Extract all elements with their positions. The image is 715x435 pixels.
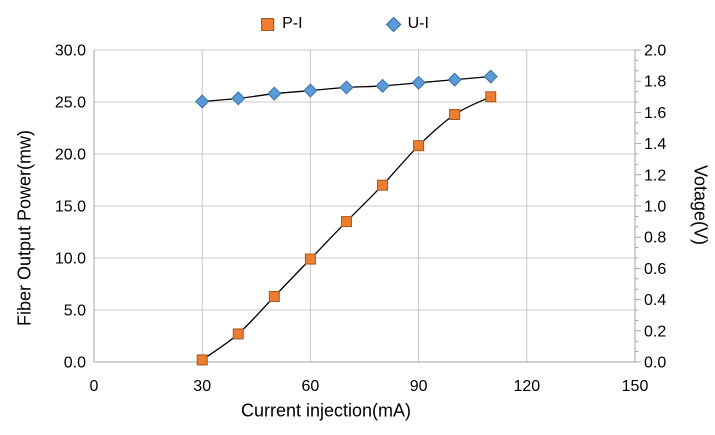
left-axis-tick-label: 30.0	[55, 43, 86, 60]
p-i-series-line	[201, 96, 491, 361]
diamond-marker-icon	[386, 16, 402, 32]
p-i-marker	[232, 328, 244, 340]
right-axis-tick-label: 1.6	[644, 105, 666, 122]
right-axis-tick-label: 1.8	[644, 74, 666, 91]
legend-item-ui: U-I	[386, 14, 429, 34]
u-i-marker	[231, 91, 246, 106]
u-i-marker	[483, 69, 498, 84]
p-i-marker	[268, 290, 280, 302]
right-axis-tick-label: 0.8	[644, 230, 666, 247]
u-i-marker	[375, 78, 390, 93]
right-axis-tick-label: 0.6	[644, 261, 666, 278]
left-axis-tick-label: 25.0	[55, 95, 86, 112]
y-axis-title-right: Votage(V)	[690, 164, 711, 246]
u-i-marker	[447, 72, 462, 87]
x-axis-tick-label: 90	[410, 378, 428, 395]
square-marker-icon	[261, 17, 275, 31]
x-axis-title: Current injection(mA)	[240, 400, 412, 421]
legend-label-pi: P-I	[282, 15, 303, 32]
p-i-marker	[377, 179, 389, 191]
u-i-marker	[411, 75, 426, 90]
x-axis-tick-label: 30	[193, 378, 211, 395]
right-axis-tick-label: 0.0	[644, 355, 666, 372]
right-axis-tick-label: 1.0	[644, 199, 666, 216]
u-i-marker	[303, 83, 318, 98]
right-axis-tick-label: 0.2	[644, 323, 666, 340]
right-axis-tick-label: 2.0	[644, 43, 666, 60]
left-axis-tick-label: 20.0	[55, 147, 86, 164]
y-axis-title-left: Fiber Output Power(mw)	[14, 129, 35, 327]
x-axis-tick-label: 120	[513, 378, 540, 395]
p-i-marker	[485, 91, 497, 103]
right-axis-tick-label: 1.2	[644, 167, 666, 184]
u-i-marker	[195, 94, 210, 109]
legend-label-ui: U-I	[407, 15, 429, 32]
left-axis-tick-label: 15.0	[55, 199, 86, 216]
legend: P-I U-I	[261, 14, 429, 34]
x-axis-tick-label: 0	[90, 378, 99, 395]
x-axis-tick-label: 60	[302, 378, 320, 395]
left-axis-tick-label: 10.0	[55, 251, 86, 268]
u-i-marker	[339, 80, 354, 95]
left-axis-tick-label: 0.0	[64, 355, 86, 372]
x-axis-tick-label: 150	[622, 378, 649, 395]
p-i-marker	[196, 354, 208, 366]
p-i-marker	[304, 253, 316, 265]
right-axis-tick-label: 1.4	[644, 136, 666, 153]
left-axis-tick-label: 5.0	[64, 303, 86, 320]
p-i-marker	[413, 140, 425, 152]
p-i-marker	[340, 216, 352, 228]
legend-item-pi: P-I	[261, 14, 303, 34]
right-axis-tick-label: 0.4	[644, 292, 666, 309]
u-i-marker	[267, 86, 282, 101]
p-i-marker	[449, 108, 461, 120]
